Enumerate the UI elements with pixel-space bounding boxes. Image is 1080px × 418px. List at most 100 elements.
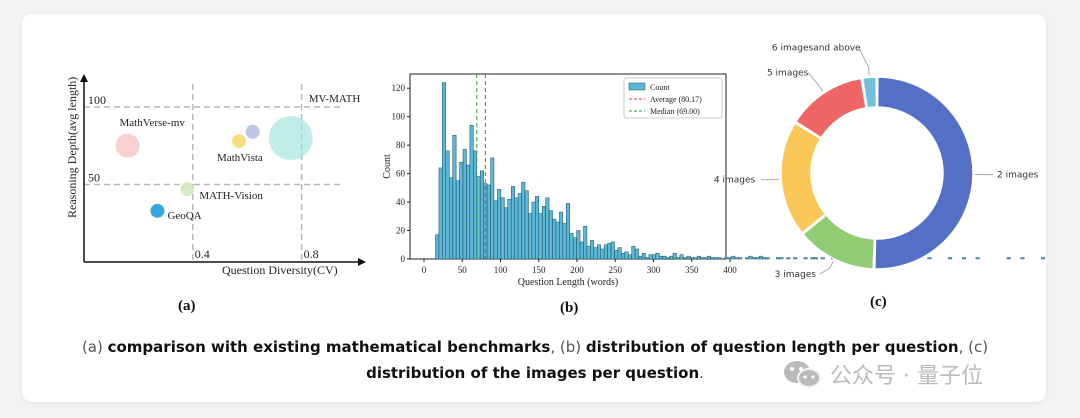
histogram-bar <box>579 241 584 260</box>
histogram-bar <box>727 257 732 260</box>
donut-slice <box>861 76 878 109</box>
y-tick-label: 0 <box>401 254 406 264</box>
donut-slice <box>780 122 827 234</box>
caption-a-prefix: (a) <box>81 338 108 356</box>
bubble-point <box>245 124 260 139</box>
histogram-bar <box>572 237 577 260</box>
histogram-bar <box>700 257 705 260</box>
wechat-icon <box>784 361 821 388</box>
histogram-bar <box>975 257 980 260</box>
chart-b-histogram: 0 50 100 150 200 250 300 350 400 0 20 40 60 80 100 120 Q… <box>382 73 1046 316</box>
histogram-bar <box>1041 257 1046 260</box>
histogram-bar <box>504 207 509 260</box>
histogram-bar <box>486 184 491 260</box>
histogram-bar <box>669 255 674 260</box>
histogram-bar <box>566 203 570 260</box>
histogram-bar <box>469 124 474 260</box>
panel-label-b: (b) <box>560 300 578 316</box>
histogram-bar <box>479 170 484 260</box>
histogram-bar <box>452 134 457 260</box>
x-tick-label: 300 <box>647 265 661 275</box>
histogram-bar <box>710 257 715 260</box>
histogram-bar <box>1020 257 1025 260</box>
histogram-bar <box>658 255 663 260</box>
histogram-bar <box>793 257 798 260</box>
slice-label: 6 imagesand above <box>772 43 861 53</box>
histogram-bar <box>538 213 543 260</box>
y-tick-label: 50 <box>88 171 100 185</box>
histogram-bar <box>679 254 684 260</box>
slice-leader-line <box>819 260 834 275</box>
y-tick-label: 80 <box>396 140 406 150</box>
histogram-bar <box>590 240 595 260</box>
donut-slice <box>874 76 974 270</box>
histogram-bar <box>631 245 636 260</box>
histogram-bar <box>803 257 808 260</box>
histogram-bar <box>676 257 681 260</box>
histogram-bar <box>662 255 667 260</box>
histogram-bar <box>779 257 784 260</box>
x-axis-arrow <box>358 258 366 266</box>
bubble-point <box>115 133 140 158</box>
histogram-bar <box>617 247 622 260</box>
histogram-bar <box>648 254 653 260</box>
bubble-label: MATH-Vision <box>199 190 263 202</box>
x-axis-label: Question Length (words) <box>518 277 619 288</box>
histogram-bar <box>597 244 601 260</box>
y-tick-label: 100 <box>392 112 406 122</box>
histogram-bar <box>689 257 694 260</box>
x-tick-label: 200 <box>570 265 584 275</box>
histogram-bar <box>545 197 550 260</box>
y-tick-label: 100 <box>88 93 106 107</box>
histogram-bar <box>927 257 932 260</box>
histogram-bar <box>535 196 539 260</box>
caption-b-text: distribution of question length per ques… <box>585 338 959 356</box>
slice-label: 4 images <box>714 176 756 186</box>
y-tick-label: 20 <box>396 226 406 236</box>
bubble-point <box>268 116 313 160</box>
histogram-bar <box>1006 257 1011 260</box>
histogram-bar <box>624 251 629 260</box>
slice-label: 5 images <box>767 69 809 79</box>
histogram-bar <box>462 149 467 260</box>
x-tick-label: 250 <box>609 265 623 275</box>
histogram-bar <box>610 241 615 260</box>
bubble-point <box>180 182 195 197</box>
x-tick-label: 400 <box>723 265 737 275</box>
histogram-bar <box>600 248 605 260</box>
slice-leader-line <box>761 178 780 181</box>
histogram-bar <box>514 197 519 260</box>
donut-slice <box>801 214 876 270</box>
histogram-bar <box>517 193 522 260</box>
histogram-bar <box>786 257 791 260</box>
y-axis-label: Reasoning Depth(avg length) <box>65 77 79 218</box>
caption-end: . <box>699 364 704 382</box>
histogram-bar <box>686 255 691 260</box>
histogram-bar <box>438 167 443 260</box>
histogram-bar <box>531 201 536 260</box>
histogram-bar <box>645 257 650 260</box>
histogram-bar <box>555 221 560 260</box>
histogram-bar <box>445 150 450 260</box>
y-axis-label: Count <box>382 154 393 179</box>
histogram-bar <box>724 257 729 260</box>
histogram-bar <box>583 226 588 260</box>
panel-label-c: (c) <box>870 294 887 310</box>
histogram-bar <box>638 255 643 260</box>
histogram-bar <box>703 257 708 260</box>
bubble-label: MathVerse-mv <box>120 117 186 129</box>
histogram-bar <box>621 253 626 260</box>
histogram-bar <box>562 223 567 260</box>
histogram-bar <box>476 176 481 260</box>
histogram-bar <box>765 257 770 260</box>
histogram-bar <box>459 161 464 260</box>
histogram-bar <box>734 257 739 260</box>
histogram-bar <box>641 253 646 260</box>
legend-label: Median (69.00) <box>650 107 700 116</box>
y-tick-label: 60 <box>396 169 406 179</box>
caption-c-text: distribution of the images per question <box>366 364 700 382</box>
legend-swatch-count <box>628 82 646 91</box>
x-tick-label: 350 <box>685 265 699 275</box>
histogram-bar <box>569 233 574 260</box>
bubble-point <box>150 203 165 218</box>
